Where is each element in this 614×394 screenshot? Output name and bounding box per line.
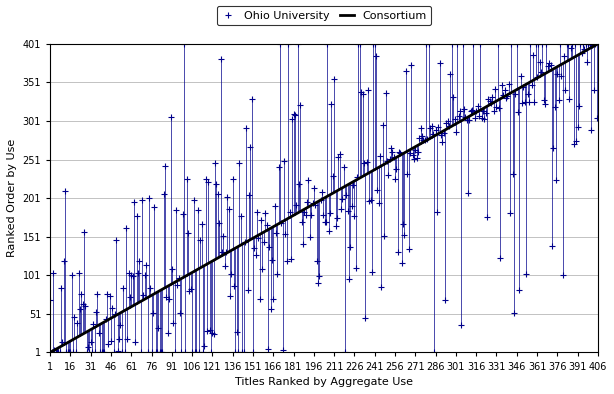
Consortium [338, 186, 346, 190]
Consortium [321, 195, 328, 200]
Consortium [590, 44, 597, 48]
Consortium [594, 41, 602, 46]
Legend: Ohio University, Consortium: Ohio University, Consortium [217, 6, 431, 25]
Line: Ohio University: Ohio University [47, 41, 600, 355]
Ohio University [48, 350, 55, 355]
Ohio University [341, 350, 349, 355]
Ohio University [448, 41, 456, 46]
Consortium [256, 232, 263, 237]
Ohio University [181, 41, 188, 46]
Line: Consortium: Consortium [50, 44, 598, 353]
Consortium [445, 125, 453, 130]
Ohio University [324, 41, 331, 46]
Consortium [336, 187, 343, 192]
Ohio University [593, 116, 600, 121]
Consortium [47, 350, 54, 355]
Ohio University [47, 297, 54, 302]
Ohio University [338, 197, 346, 201]
Y-axis label: Ranked Order by Use: Ranked Order by Use [7, 139, 17, 257]
X-axis label: Titles Ranked by Aggregate Use: Titles Ranked by Aggregate Use [235, 377, 413, 387]
Ohio University [258, 266, 266, 271]
Ohio University [594, 41, 602, 46]
